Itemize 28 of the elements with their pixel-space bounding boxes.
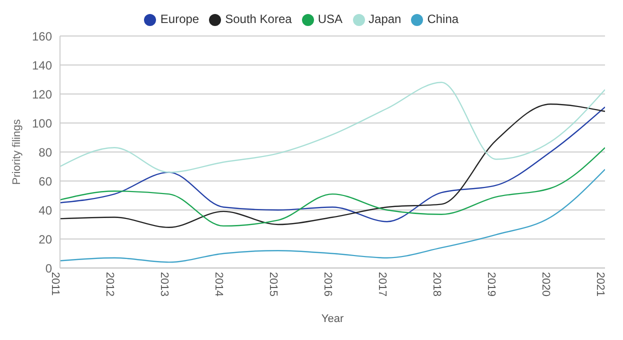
x-tick-label: 2021: [594, 272, 606, 296]
y-tick-label: 60: [38, 174, 52, 188]
line-series: [60, 82, 605, 173]
line-series: [60, 147, 605, 227]
line-series: [60, 168, 605, 263]
x-tick-label: 2020: [540, 272, 552, 296]
x-axis-title: Year: [321, 313, 344, 325]
legend-label: Japan: [368, 12, 402, 26]
y-tick-label: 120: [32, 87, 52, 102]
legend-label: USA: [318, 12, 343, 26]
x-tick-label: 2018: [430, 272, 443, 296]
y-tick-label: 40: [38, 203, 52, 218]
x-tick-label: 2013: [158, 272, 170, 296]
legend-label: South Korea: [225, 12, 292, 26]
legend-label: Europe: [160, 12, 200, 26]
y-tick-label: 80: [38, 145, 52, 160]
y-axis-title: Priority filings: [10, 118, 23, 185]
y-tick-label: 140: [32, 58, 52, 72]
y-tick-label: 160: [32, 29, 52, 44]
x-tick-label: 2012: [104, 272, 116, 296]
y-tick-label: 20: [38, 232, 52, 246]
x-tick-label: 2019: [485, 272, 498, 296]
x-tick-label: 2015: [267, 272, 280, 296]
legend-label: China: [427, 12, 459, 26]
x-tick-label: 2014: [212, 272, 225, 296]
x-tick-label: 2017: [376, 272, 388, 296]
y-tick-label: 100: [32, 116, 52, 130]
x-tick-label: 2016: [322, 272, 334, 296]
